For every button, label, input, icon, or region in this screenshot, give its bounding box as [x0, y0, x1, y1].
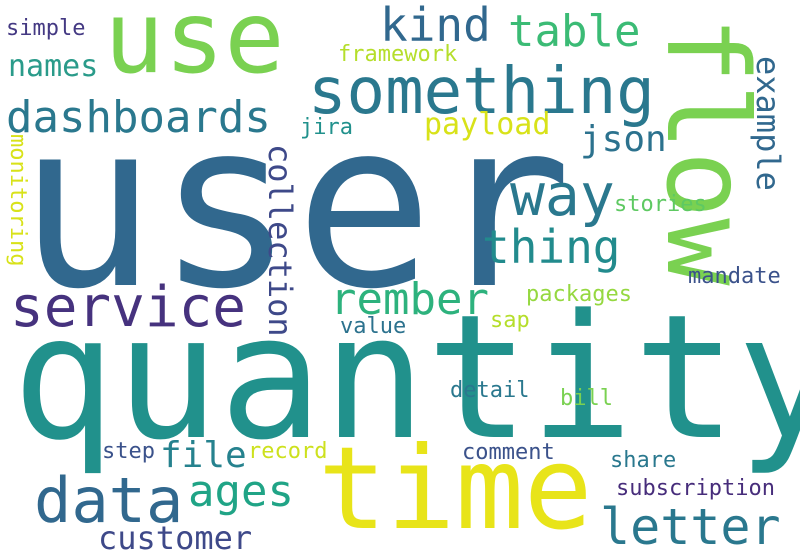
word-kind: kind: [380, 0, 491, 52]
word-rember: rember: [330, 274, 489, 325]
word-subscription: subscription: [616, 476, 775, 501]
word-dashboards: dashboards: [6, 92, 271, 143]
word-customer: customer: [98, 519, 253, 557]
word-flow: flow: [641, 16, 771, 286]
word-comment: comment: [462, 440, 555, 465]
word-quantity: quantity: [12, 277, 800, 478]
word-letter: letter: [600, 498, 781, 556]
word-json: json: [580, 119, 667, 160]
word-names: names: [8, 49, 99, 84]
word-mandate: mandate: [688, 264, 781, 289]
word-table: table: [508, 6, 641, 57]
word-monitoring: monitoring: [5, 134, 30, 267]
word-framework: framework: [338, 42, 458, 67]
word-share: share: [610, 448, 677, 473]
word-use: use: [104, 0, 285, 96]
word-sap: sap: [490, 308, 530, 333]
word-step: step: [102, 439, 155, 464]
word-collection: collection: [261, 144, 299, 337]
word-ages: ages: [188, 466, 294, 517]
word-jira: jira: [300, 115, 353, 140]
word-example: example: [749, 56, 787, 191]
word-service: service: [10, 275, 247, 340]
word-simple: simple: [6, 16, 86, 41]
word-packages: packages: [526, 282, 632, 307]
word-user: user: [18, 73, 572, 340]
word-detail: detail: [450, 378, 530, 403]
word-way: way: [510, 161, 615, 229]
word-stories: stories: [614, 192, 707, 217]
word-time: time: [318, 422, 593, 555]
word-payload: payload: [424, 107, 551, 142]
word-bill: bill: [560, 386, 613, 411]
word-thing: thing: [482, 220, 621, 274]
word-something: something: [308, 55, 655, 129]
word-data: data: [34, 464, 184, 537]
word-file: file: [160, 435, 247, 476]
word-value: value: [340, 314, 407, 339]
word-record: record: [248, 439, 328, 464]
